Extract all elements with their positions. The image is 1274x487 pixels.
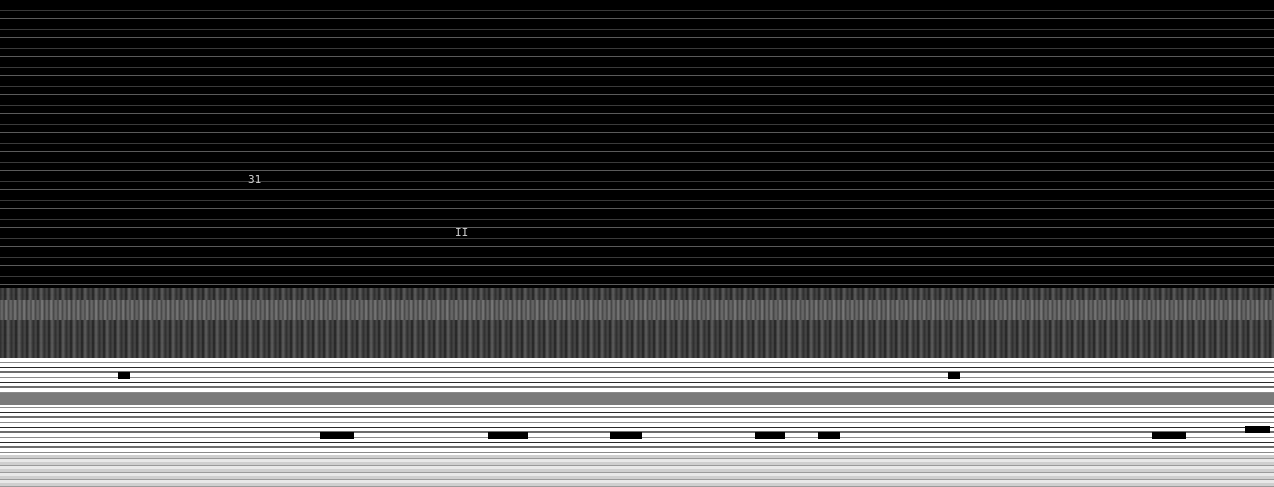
- glyph-label-a: 31: [248, 173, 262, 186]
- gray-strip: [0, 393, 1274, 405]
- dark-block: [488, 432, 528, 439]
- glyph-label-b: II: [455, 226, 469, 239]
- bottom-stripe-region: [0, 455, 1274, 487]
- dark-scanline-region: [0, 0, 1274, 290]
- dark-block: [1152, 432, 1186, 439]
- dark-block: [610, 432, 642, 439]
- dark-block: [1245, 426, 1270, 433]
- dark-block: [118, 372, 130, 379]
- dark-block: [755, 432, 785, 439]
- dark-block: [818, 432, 840, 439]
- dark-block: [948, 372, 960, 379]
- noise-band-highlight: [0, 300, 1274, 320]
- dark-block: [320, 432, 354, 439]
- noise-band: [0, 288, 1274, 358]
